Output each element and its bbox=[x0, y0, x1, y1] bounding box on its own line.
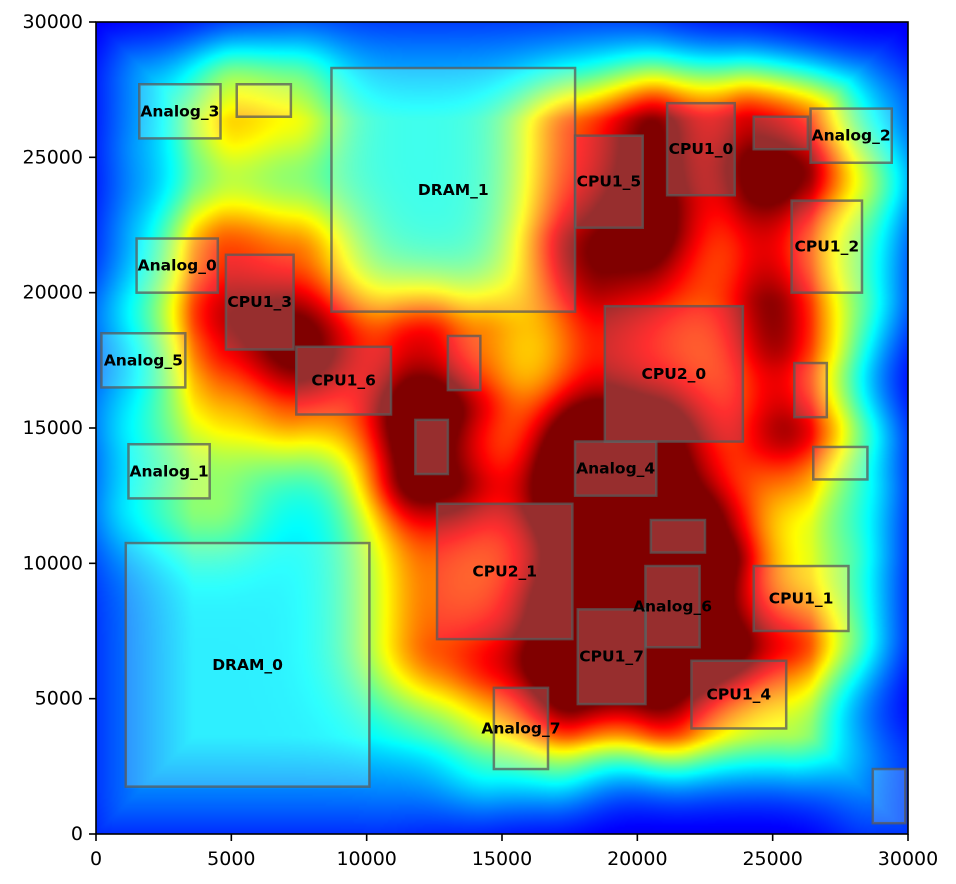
y-tick-label: 30000 bbox=[23, 11, 83, 33]
block-rect-cpu1-0 bbox=[665, 101, 737, 197]
block-rect-analog-6 bbox=[644, 564, 701, 649]
block-rect-analog-7 bbox=[492, 686, 550, 771]
block-label-analog-4: Analog_4 bbox=[576, 460, 655, 478]
block-rect-cpu1-3 bbox=[224, 253, 295, 351]
x-tick-label: 30000 bbox=[878, 848, 938, 870]
block-label-cpu1-2: CPU1_2 bbox=[794, 238, 859, 256]
block-rect-unnamed bbox=[446, 334, 482, 392]
x-tick-label: 5000 bbox=[207, 848, 255, 870]
block-label-cpu1-3: CPU1_3 bbox=[227, 293, 292, 311]
block-label-analog-0: Analog_0 bbox=[138, 257, 217, 275]
block-rect-analog-0 bbox=[135, 237, 220, 294]
block-label-cpu2-0: CPU2_0 bbox=[642, 365, 707, 383]
x-tick-label: 0 bbox=[90, 848, 102, 870]
block-label-cpu1-0: CPU1_0 bbox=[669, 140, 734, 158]
block-label-cpu1-1: CPU1_1 bbox=[769, 590, 834, 608]
y-tick-label: 20000 bbox=[23, 282, 83, 304]
heat-field bbox=[96, 22, 908, 834]
block-rect-unnamed bbox=[812, 445, 869, 481]
block-rect-cpu1-7 bbox=[576, 608, 647, 706]
axis-ticks: 0 5000 10000 15000 20000 25000 30000 0 5000 10000… bbox=[23, 11, 939, 870]
block-rect-unnamed bbox=[649, 518, 707, 554]
block-label-cpu1-6: CPU1_6 bbox=[311, 372, 376, 390]
block-rect-cpu2-1 bbox=[435, 502, 574, 641]
x-tick-label: 25000 bbox=[742, 848, 802, 870]
block-label-analog-1: Analog_1 bbox=[130, 462, 209, 480]
block-label-analog-5: Analog_5 bbox=[104, 351, 183, 369]
block-rect-dram-0 bbox=[124, 541, 371, 788]
block-rect-unnamed bbox=[752, 115, 810, 151]
block-rect-unnamed bbox=[871, 767, 907, 825]
y-tick-label: 10000 bbox=[23, 552, 83, 574]
block-label-dram-1: DRAM_1 bbox=[418, 181, 489, 199]
y-tick-label: 0 bbox=[71, 823, 83, 845]
block-rect-unnamed bbox=[414, 418, 450, 476]
block-label-analog-3: Analog_3 bbox=[140, 102, 219, 120]
block-label-dram-0: DRAM_0 bbox=[212, 656, 283, 674]
block-label-cpu2-1: CPU2_1 bbox=[472, 562, 537, 580]
block-rect-analog-1 bbox=[127, 442, 211, 500]
block-label-analog-2: Analog_2 bbox=[812, 127, 891, 145]
block-rect-cpu1-4 bbox=[690, 659, 788, 730]
y-tick-label: 15000 bbox=[23, 417, 83, 439]
block-rect-analog-3 bbox=[138, 83, 222, 140]
y-tick-label: 5000 bbox=[35, 688, 83, 710]
block-rect-cpu1-5 bbox=[573, 134, 644, 229]
block-rect-unnamed bbox=[793, 361, 829, 419]
block-rect-unnamed bbox=[235, 83, 293, 118]
block-rect-analog-5 bbox=[100, 332, 187, 389]
block-rect-cpu1-1 bbox=[752, 564, 850, 633]
block-rect-analog-4 bbox=[573, 440, 658, 497]
block-label-cpu1-5: CPU1_5 bbox=[577, 173, 642, 191]
block-label-analog-7: Analog_7 bbox=[481, 719, 560, 737]
block-label-cpu1-7: CPU1_7 bbox=[579, 648, 644, 666]
block-rect-analog-2 bbox=[809, 107, 894, 164]
y-tick-label: 25000 bbox=[23, 146, 83, 168]
x-tick-label: 20000 bbox=[607, 848, 667, 870]
block-rect-cpu1-2 bbox=[790, 199, 864, 294]
block-rect-cpu1-6 bbox=[295, 345, 393, 416]
x-tick-label: 15000 bbox=[472, 848, 532, 870]
block-label-cpu1-4: CPU1_4 bbox=[707, 686, 772, 704]
x-tick-label: 10000 bbox=[336, 848, 396, 870]
block-rect-cpu2-0 bbox=[603, 304, 745, 443]
block-layer: DRAM_0 DRAM_1 CPU2_1 CPU2_0 CPU1_0 CPU1_1 CPU1… bbox=[100, 66, 907, 825]
block-rect-dram-1 bbox=[330, 66, 577, 313]
block-label-analog-6: Analog_6 bbox=[633, 598, 712, 616]
